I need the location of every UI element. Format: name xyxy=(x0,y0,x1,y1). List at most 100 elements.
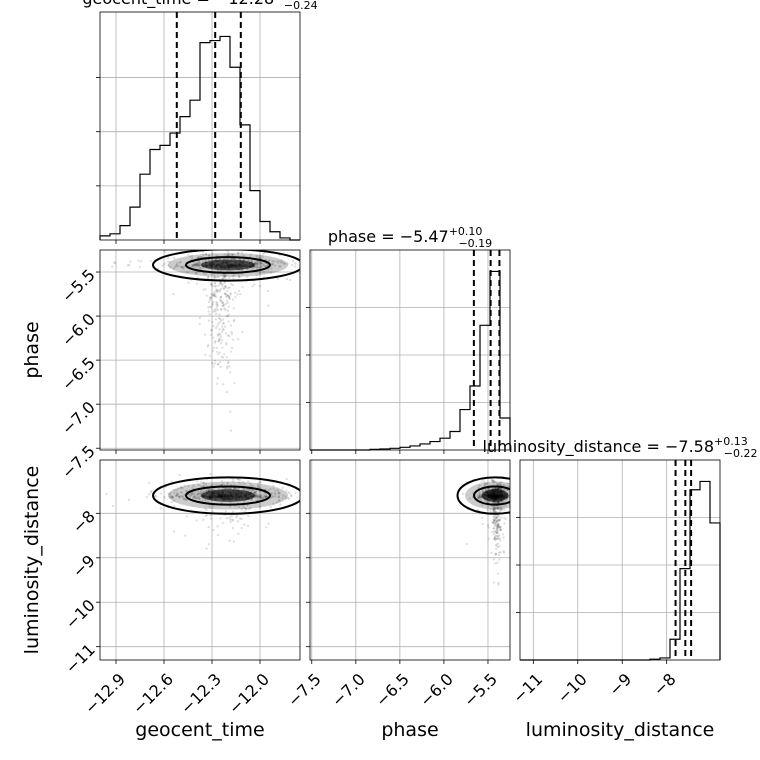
scatter-point xyxy=(492,515,495,519)
scatter-point xyxy=(237,505,241,509)
scatter-point xyxy=(199,489,203,492)
scatter-point xyxy=(129,260,132,263)
scatter-point xyxy=(215,303,218,306)
scatter-point xyxy=(264,493,268,496)
scatter-point xyxy=(183,493,186,496)
scatter-point xyxy=(278,265,281,268)
scatter-point xyxy=(221,284,224,287)
scatter-point xyxy=(484,488,487,491)
scatter-point xyxy=(218,317,222,321)
scatter-point xyxy=(272,487,275,490)
scatter-point xyxy=(257,485,260,489)
scatter-point xyxy=(226,334,230,337)
scatter-point xyxy=(217,275,220,279)
scatter-point xyxy=(179,490,183,494)
scatter-point xyxy=(495,537,499,541)
scatter-point xyxy=(219,517,222,520)
scatter-point xyxy=(224,510,228,513)
scatter-point xyxy=(179,485,183,489)
scatter-point xyxy=(281,497,284,500)
scatter-point xyxy=(197,483,200,487)
scatter-point xyxy=(246,487,249,491)
scatter-point xyxy=(240,508,243,511)
y-tick-label: −9 xyxy=(69,551,99,581)
scatter-point xyxy=(216,377,220,380)
scatter-point xyxy=(204,507,207,510)
scatter-point xyxy=(222,383,225,386)
scatter-point xyxy=(198,322,201,326)
scatter-point xyxy=(187,254,190,257)
scatter-point xyxy=(246,275,249,279)
scatter-point xyxy=(498,528,502,532)
scatter-point xyxy=(505,489,509,492)
scatter-point xyxy=(491,505,494,508)
scatter-point xyxy=(256,482,260,486)
scatter-point xyxy=(494,530,497,533)
scatter-point xyxy=(495,525,498,528)
scatter-point xyxy=(196,495,200,499)
scatter-point xyxy=(172,293,175,296)
scatter-point xyxy=(494,522,497,525)
scatter-point xyxy=(169,491,173,494)
scatter-point xyxy=(487,537,490,540)
scatter-point xyxy=(182,498,186,501)
scatter-point xyxy=(195,264,198,268)
scatter-point xyxy=(242,254,245,257)
density-peak xyxy=(201,489,255,502)
scatter-point xyxy=(527,506,529,508)
scatter-point xyxy=(225,355,228,359)
scatter-point xyxy=(492,527,496,530)
scatter-point xyxy=(212,483,215,486)
scatter-point xyxy=(210,283,213,286)
scatter-point xyxy=(137,259,140,262)
scatter-point xyxy=(173,256,176,260)
x-tick-label: −10 xyxy=(553,670,590,707)
scatter-point xyxy=(236,252,240,255)
scatter-point xyxy=(196,264,199,268)
scatter-point xyxy=(491,520,494,524)
contour-inner xyxy=(185,256,271,274)
scatter-point xyxy=(493,536,497,539)
scatter-point xyxy=(498,537,501,540)
scatter-point xyxy=(337,482,339,484)
scatter-point xyxy=(476,494,479,497)
scatter-point xyxy=(254,259,257,263)
scatter-point xyxy=(284,497,288,500)
scatter-point xyxy=(235,514,239,518)
scatter-point xyxy=(319,262,321,264)
scatter-point xyxy=(225,390,229,394)
scatter-point xyxy=(240,251,244,255)
title-plus: +0.13 xyxy=(714,435,748,448)
scatter-point xyxy=(219,281,223,284)
scatter-point xyxy=(495,527,499,530)
scatter-point xyxy=(494,562,497,565)
panel-frame xyxy=(99,249,301,451)
scatter-point xyxy=(494,480,497,484)
scatter-point xyxy=(493,501,496,504)
scatter-point xyxy=(272,502,275,505)
scatter-point xyxy=(209,514,212,517)
scatter-point xyxy=(113,261,116,264)
scatter-point xyxy=(234,487,237,490)
scatter-point xyxy=(499,528,503,532)
scatter-point xyxy=(224,487,227,490)
scatter-point xyxy=(220,308,223,311)
scatter-point xyxy=(207,310,210,313)
scatter-point xyxy=(170,495,174,499)
scatter-point xyxy=(190,254,194,258)
scatter-point xyxy=(201,250,205,254)
scatter-point xyxy=(261,262,265,266)
scatter-point xyxy=(211,302,214,305)
scatter-point xyxy=(171,495,175,499)
scatter-point xyxy=(291,263,294,267)
scatter-point xyxy=(244,507,247,511)
scatter-point xyxy=(225,289,229,293)
scatter-point xyxy=(208,296,212,299)
scatter-point xyxy=(233,486,236,490)
scatter-point xyxy=(230,346,234,350)
scatter-point xyxy=(273,264,277,267)
y-tick-label: −5.5 xyxy=(58,265,99,306)
scatter-point xyxy=(498,505,501,509)
scatter-point xyxy=(491,508,495,511)
scatter-point xyxy=(230,332,234,336)
